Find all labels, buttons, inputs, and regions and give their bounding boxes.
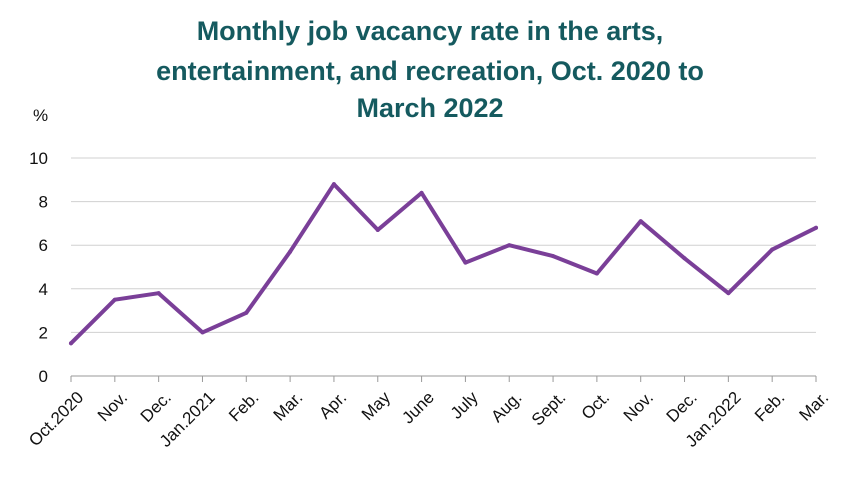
data-point bbox=[507, 243, 512, 248]
x-tick-label: Feb. bbox=[225, 388, 262, 425]
data-point bbox=[244, 310, 249, 315]
y-tick-label: 2 bbox=[39, 323, 48, 342]
data-point bbox=[551, 254, 556, 259]
chart-title-line: entertainment, and recreation, Oct. 2020… bbox=[156, 56, 704, 86]
x-tick-label: Dec. bbox=[137, 388, 175, 426]
data-point bbox=[156, 291, 161, 296]
x-tick-label: June bbox=[398, 388, 438, 428]
x-axis-tick-labels: Oct.2020 Nov. Dec.Jan.2021 Feb. Mar. Apr. May J… bbox=[25, 388, 832, 451]
x-tick-label: Nov. bbox=[94, 388, 131, 425]
x-tick-label: Apr. bbox=[315, 388, 350, 423]
data-point bbox=[288, 249, 293, 254]
y-axis-tick-labels: 0 2 4 6 8 10 bbox=[29, 149, 48, 386]
data-point bbox=[814, 225, 818, 230]
x-tick-label: Feb. bbox=[751, 388, 788, 425]
chart-title-line: Monthly job vacancy rate in the arts, bbox=[197, 16, 664, 46]
data-point bbox=[419, 190, 424, 195]
x-tick-label: Aug. bbox=[487, 388, 525, 426]
x-tick-label: July bbox=[447, 388, 482, 423]
data-point bbox=[69, 341, 73, 346]
data-point bbox=[331, 182, 336, 187]
series-lines bbox=[69, 182, 818, 346]
data-point bbox=[200, 330, 205, 335]
x-tick-label: May bbox=[358, 388, 394, 424]
x-tick-label: Mar. bbox=[795, 388, 832, 425]
y-tick-label: 4 bbox=[39, 280, 48, 299]
series-line-job-vacancy-rate bbox=[69, 182, 818, 346]
data-point bbox=[375, 227, 380, 232]
data-point bbox=[112, 297, 117, 302]
x-tick-label: Oct.2020 bbox=[25, 388, 87, 450]
x-tick-label: Dec. bbox=[663, 388, 701, 426]
chart-title: Monthly job vacancy rate in the arts, ent… bbox=[156, 16, 704, 123]
y-tick-label: 10 bbox=[29, 149, 48, 168]
x-tick-label: Sept. bbox=[528, 388, 570, 430]
data-point bbox=[726, 291, 731, 296]
y-tick-label: 0 bbox=[39, 367, 48, 386]
y-tick-label: 6 bbox=[39, 236, 48, 255]
x-tick-label: Nov. bbox=[620, 388, 657, 425]
chart-title-line: March 2022 bbox=[356, 93, 503, 123]
x-tick-label: Mar. bbox=[270, 388, 307, 425]
y-tick-label: 8 bbox=[39, 193, 48, 212]
gridlines bbox=[71, 157, 816, 333]
data-point bbox=[682, 256, 687, 261]
data-point bbox=[463, 260, 468, 265]
data-point bbox=[638, 219, 643, 224]
x-axis bbox=[70, 375, 817, 382]
x-tick-label: Oct. bbox=[578, 388, 613, 423]
data-point bbox=[594, 271, 599, 276]
y-axis-unit-label: % bbox=[33, 106, 48, 125]
data-point bbox=[770, 247, 775, 252]
